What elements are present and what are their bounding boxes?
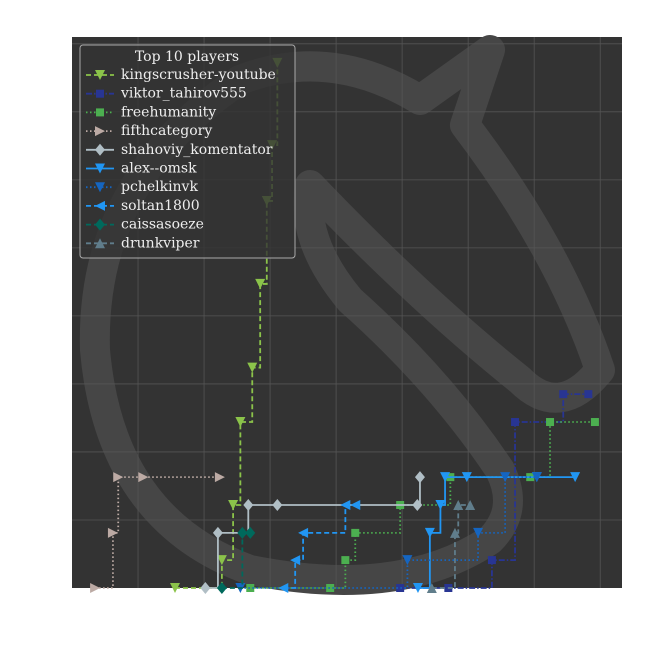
- marker: [426, 583, 437, 593]
- marker: [326, 584, 335, 592]
- marker: [341, 556, 350, 565]
- marker: [290, 555, 301, 566]
- marker: [487, 556, 496, 565]
- series-line: [283, 504, 356, 589]
- legend-label: viktor_tahirov555: [120, 86, 247, 102]
- legend-label: alex--omsk: [121, 161, 197, 177]
- marker: [500, 472, 511, 483]
- marker: [350, 500, 361, 511]
- marker: [278, 583, 289, 593]
- marker: [113, 472, 124, 483]
- marker: [511, 418, 520, 427]
- legend-label: shahoviy_komentator: [121, 142, 273, 158]
- marker: [200, 582, 211, 594]
- legend-box: [79, 44, 296, 259]
- watermark: [79, 35, 615, 595]
- marker: [228, 500, 239, 511]
- legend-marker: [95, 163, 105, 174]
- marker: [90, 583, 101, 593]
- marker: [298, 527, 309, 538]
- marker: [237, 526, 248, 539]
- marker: [272, 499, 283, 512]
- marker: [414, 471, 425, 484]
- legend-title: Top 10 players: [135, 49, 239, 65]
- marker: [412, 583, 423, 593]
- marker: [402, 555, 413, 566]
- marker: [245, 526, 256, 539]
- marker: [214, 472, 225, 483]
- legend-marker: [95, 218, 105, 231]
- marker: [396, 584, 405, 592]
- legend-marker: [95, 238, 105, 249]
- legend-label: soltan1800: [121, 198, 200, 214]
- legend-marker: [95, 200, 105, 211]
- legend-marker: [95, 143, 105, 156]
- marker: [473, 527, 484, 538]
- marker: [590, 418, 599, 427]
- marker: [461, 472, 472, 483]
- marker: [170, 583, 181, 593]
- legend-label: kingscrusher-youtube: [121, 67, 276, 83]
- marker: [216, 555, 227, 566]
- marker: [247, 362, 258, 373]
- marker: [449, 527, 460, 538]
- marker: [435, 500, 446, 511]
- marker: [255, 278, 266, 289]
- legend-marker: [96, 89, 104, 98]
- marker: [440, 472, 451, 483]
- legend-marker: [95, 70, 105, 80]
- marker: [351, 528, 360, 537]
- marker: [340, 500, 351, 511]
- marker: [559, 390, 568, 399]
- legend-label: caissasoeze: [121, 217, 204, 233]
- marker: [412, 499, 423, 512]
- marker: [570, 472, 581, 483]
- marker: [584, 390, 593, 399]
- marker: [546, 418, 555, 427]
- marker: [243, 499, 254, 512]
- marker: [246, 584, 255, 592]
- legend-marker: [96, 108, 104, 117]
- marker: [465, 500, 476, 511]
- marker: [531, 472, 542, 483]
- legend-marker: [95, 126, 105, 137]
- marker: [107, 527, 118, 538]
- series-line: [400, 393, 589, 589]
- marker: [212, 526, 223, 539]
- marker: [138, 472, 149, 483]
- legend-label: pchelkinvk: [121, 179, 198, 195]
- series-line: [221, 532, 251, 589]
- legend-label: drunkviper: [121, 235, 200, 251]
- legend-label: freehumanity: [121, 104, 216, 120]
- legend-label: fifthcategory: [121, 123, 212, 139]
- legend-marker: [95, 182, 105, 193]
- marker: [453, 500, 464, 511]
- marker: [235, 417, 246, 428]
- marker: [216, 582, 227, 594]
- series-line: [431, 504, 471, 589]
- marker: [424, 527, 435, 538]
